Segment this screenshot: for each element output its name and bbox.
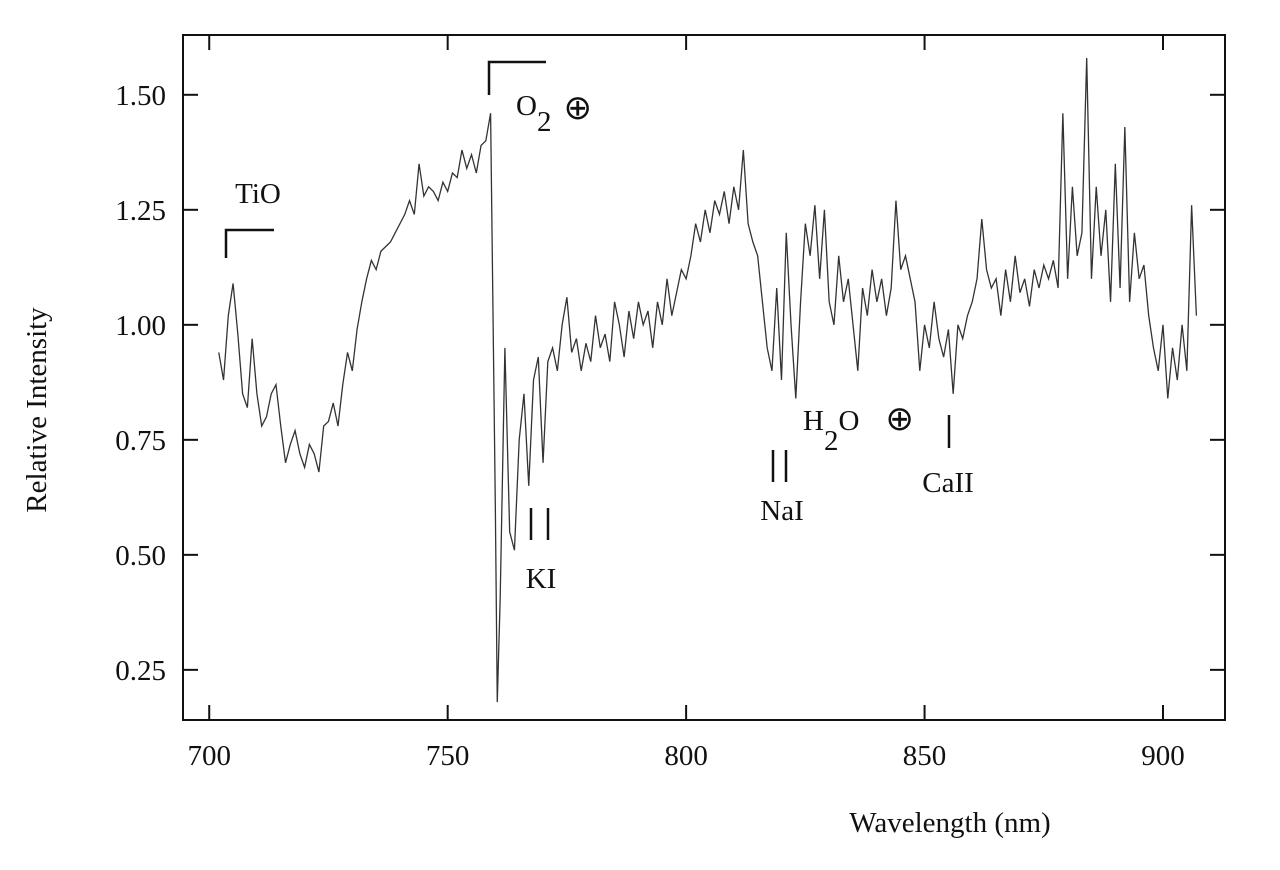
y-tick-label: 1.00 [115, 310, 166, 342]
o2-bracket [487, 60, 546, 95]
annotation: O2 ⊕ [516, 88, 592, 138]
annotation: KI [526, 563, 557, 595]
x-tick-label: 800 [664, 740, 708, 772]
y-tick-label: 0.50 [115, 540, 166, 572]
x-axis-title: Wavelength (nm) [849, 807, 1050, 839]
annotation: CaII [922, 467, 974, 499]
x-tick-label: 700 [187, 740, 231, 772]
x-tick-label: 850 [903, 740, 947, 772]
nai-lines [771, 450, 788, 482]
annotation: TiO [235, 178, 281, 210]
x-tick-label: 900 [1141, 740, 1185, 772]
y-tick-label: 0.25 [115, 655, 166, 687]
spectrum-line [218, 57, 1198, 703]
y-axis-title: Relative Intensity [21, 307, 53, 513]
plot-frame [182, 34, 1226, 721]
y-tick-label: 1.25 [115, 195, 166, 227]
ki-lines [529, 508, 550, 540]
annotation: NaI [760, 495, 803, 527]
x-tick-label: 750 [426, 740, 470, 772]
annotation: H2O ⊕ [803, 399, 914, 457]
tio-bracket [224, 228, 274, 258]
y-tick-label: 1.50 [115, 80, 166, 112]
y-tick-label: 0.75 [115, 425, 166, 457]
